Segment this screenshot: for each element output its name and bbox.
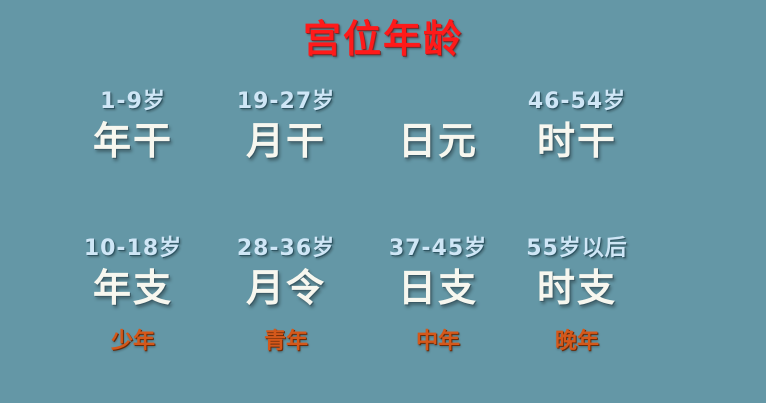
- stem-slot-year: 1-9岁 年干: [53, 88, 213, 166]
- branch-age-year: 10-18岁: [83, 236, 183, 261]
- stem-age-hour: 46-54岁: [527, 89, 627, 114]
- stage-label-middle-age: 中年: [415, 329, 460, 354]
- branch-slot-month: 28-36岁 月令: [206, 235, 366, 313]
- stage-label-young-adult: 青年: [263, 329, 308, 354]
- stem-slot-day: 日元: [358, 88, 518, 166]
- page-title: 宫位年龄: [302, 17, 463, 61]
- branch-label-month: 月令: [245, 266, 326, 310]
- stem-age-day: [358, 88, 518, 116]
- branch-label-day: 日支: [397, 266, 478, 310]
- branch-label-year: 年支: [92, 266, 173, 310]
- stem-label-hour: 时干: [536, 119, 617, 163]
- branch-age-month: 28-36岁: [236, 236, 336, 261]
- branch-age-hour: 55岁以后: [526, 236, 628, 261]
- branch-slot-year: 10-18岁 年支: [53, 235, 213, 313]
- stem-label-month: 月干: [245, 119, 326, 163]
- stem-age-year: 1-9岁: [100, 89, 166, 114]
- branch-slot-hour: 55岁以后 时支: [497, 235, 657, 313]
- branch-age-day: 37-45岁: [388, 236, 488, 261]
- branch-slot-day: 37-45岁 日支: [358, 235, 518, 313]
- stem-slot-hour: 46-54岁 时干: [497, 88, 657, 166]
- branch-label-hour: 时支: [536, 266, 617, 310]
- stage-label-old-age: 晚年: [554, 329, 599, 354]
- stem-slot-month: 19-27岁 月干: [206, 88, 366, 166]
- stem-label-day: 日元: [397, 119, 478, 163]
- stem-label-year: 年干: [92, 119, 173, 163]
- stage-label-youth: 少年: [110, 329, 155, 354]
- stem-age-month: 19-27岁: [236, 89, 336, 114]
